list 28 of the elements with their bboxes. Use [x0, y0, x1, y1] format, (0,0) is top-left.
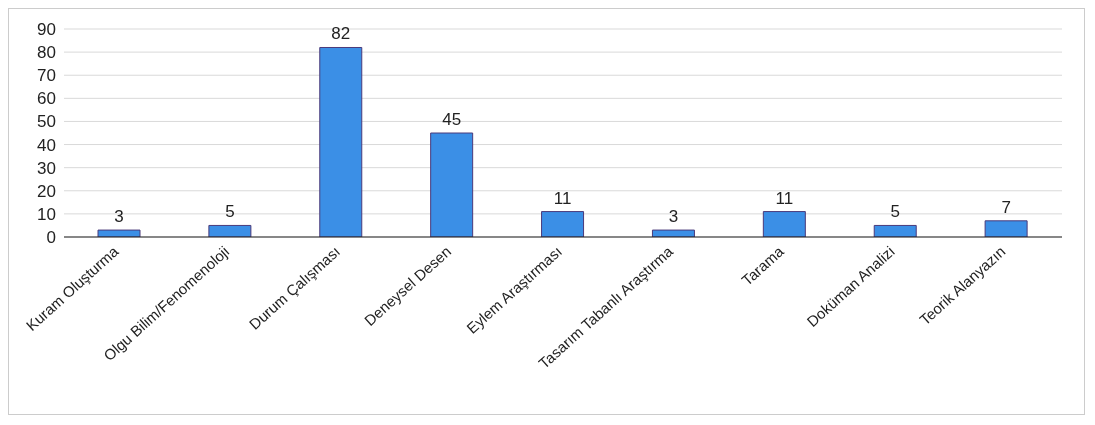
y-tick-label: 50 — [37, 112, 56, 132]
y-tick-label: 70 — [37, 66, 56, 86]
y-tick-label: 30 — [37, 158, 56, 178]
bar — [430, 132, 474, 237]
data-label: 3 — [668, 207, 679, 227]
y-tick-label: 80 — [37, 43, 56, 63]
y-tick-label: 20 — [37, 181, 56, 201]
y-tick-label: 60 — [37, 89, 56, 109]
bar — [97, 229, 141, 237]
y-tick-label: 40 — [37, 135, 56, 155]
data-label: 3 — [114, 207, 124, 227]
bar — [984, 220, 1028, 237]
data-label: 82 — [331, 24, 351, 44]
bar — [651, 229, 695, 237]
y-tick-label: 90 — [37, 20, 56, 40]
data-label: 11 — [553, 188, 572, 208]
data-label: 7 — [1001, 197, 1011, 217]
y-tick-label: 0 — [46, 228, 56, 248]
data-label: 11 — [775, 188, 794, 208]
bar — [873, 224, 917, 237]
y-tick-label: 10 — [37, 204, 56, 224]
data-label: 5 — [890, 202, 900, 222]
bar — [762, 211, 806, 237]
bar — [319, 46, 363, 237]
bar — [541, 211, 585, 237]
data-label: 5 — [225, 202, 235, 222]
bar — [208, 224, 252, 237]
data-label: 45 — [442, 110, 462, 129]
